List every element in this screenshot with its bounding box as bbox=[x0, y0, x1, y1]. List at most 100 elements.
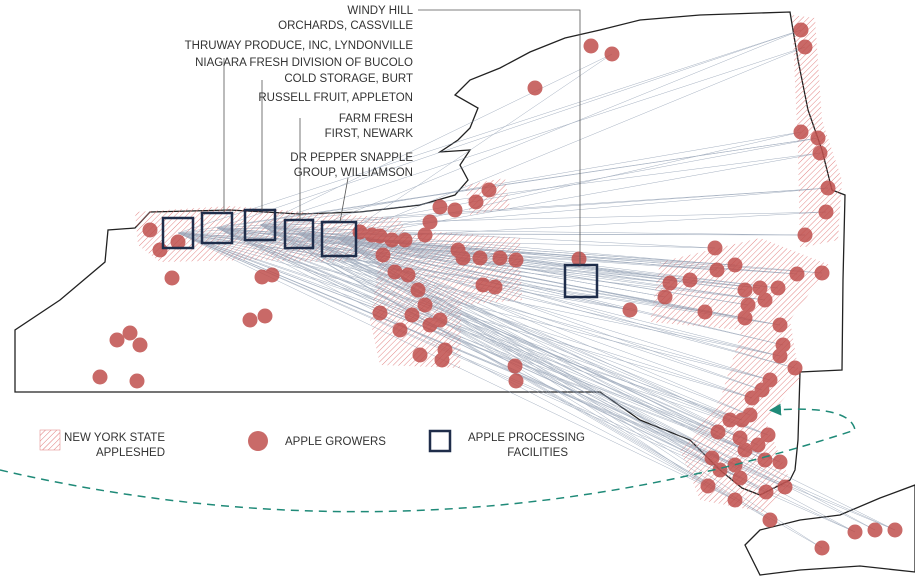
supply-line bbox=[259, 224, 796, 369]
supply-line bbox=[338, 46, 806, 240]
grower bbox=[737, 442, 753, 458]
grower bbox=[527, 80, 543, 96]
supply-line bbox=[177, 137, 819, 234]
facility-label: WINDY HILL bbox=[347, 5, 413, 17]
grower bbox=[422, 214, 438, 230]
grower bbox=[710, 424, 726, 440]
grower bbox=[508, 373, 524, 389]
grower bbox=[740, 297, 756, 313]
grower bbox=[760, 427, 776, 443]
supply-line bbox=[216, 227, 781, 326]
grower bbox=[757, 292, 773, 308]
facility-box bbox=[283, 218, 315, 250]
grower bbox=[770, 280, 786, 296]
travel-arc bbox=[0, 403, 856, 513]
grower bbox=[432, 312, 448, 328]
supply-line bbox=[298, 233, 743, 421]
grower bbox=[412, 347, 428, 363]
grower bbox=[387, 264, 403, 280]
supply-line bbox=[298, 187, 829, 235]
grower bbox=[432, 199, 448, 215]
supply-line bbox=[259, 224, 709, 487]
processing-facilities bbox=[161, 208, 599, 299]
supply-line bbox=[177, 29, 802, 234]
grower bbox=[777, 479, 793, 495]
grower bbox=[732, 470, 748, 486]
grower bbox=[455, 250, 471, 266]
supply-line bbox=[259, 53, 613, 226]
grower bbox=[583, 38, 599, 54]
supply-line bbox=[298, 233, 896, 531]
supply-line bbox=[338, 238, 749, 306]
grower bbox=[737, 282, 753, 298]
grower bbox=[793, 22, 809, 38]
supply-line bbox=[216, 29, 802, 229]
grower bbox=[772, 348, 788, 364]
grower bbox=[810, 130, 826, 146]
grower bbox=[487, 279, 503, 295]
grower bbox=[814, 540, 830, 556]
supply-line bbox=[177, 232, 798, 275]
supply-line bbox=[259, 224, 716, 249]
facility-labels: WINDY HILL ORCHARDS, CASSVILLE THRUWAY PRO… bbox=[185, 5, 414, 179]
facility-box bbox=[320, 220, 358, 258]
supply-line bbox=[177, 232, 753, 399]
grower bbox=[789, 266, 805, 282]
grower bbox=[417, 227, 433, 243]
leader-lines bbox=[223, 9, 581, 265]
grower bbox=[797, 227, 813, 243]
grower bbox=[481, 182, 497, 198]
grower bbox=[734, 412, 750, 428]
legend-label: APPLE PROCESSING bbox=[468, 432, 585, 444]
supply-line bbox=[298, 29, 802, 235]
supply-line bbox=[216, 227, 856, 533]
grower bbox=[762, 512, 778, 528]
grower bbox=[787, 360, 803, 376]
grower bbox=[257, 308, 273, 324]
grower bbox=[372, 305, 388, 321]
grower bbox=[737, 310, 753, 326]
grower bbox=[682, 272, 698, 288]
grower bbox=[752, 280, 768, 296]
grower bbox=[375, 247, 391, 263]
supply-line bbox=[338, 53, 613, 240]
supply-line bbox=[338, 238, 709, 487]
grower bbox=[468, 194, 484, 210]
grower bbox=[604, 46, 620, 62]
supply-line bbox=[298, 233, 786, 488]
supply-line bbox=[338, 238, 706, 313]
legend-label: APPLESHED bbox=[96, 447, 165, 459]
supply-line bbox=[216, 187, 829, 229]
supply-line bbox=[177, 232, 743, 421]
grower bbox=[400, 267, 416, 283]
facility-label: THRUWAY PRODUCE, INC, LYNDONVILLE bbox=[185, 40, 414, 52]
supply-line bbox=[338, 238, 796, 369]
legend-facility-swatch bbox=[428, 429, 452, 453]
supply-line bbox=[216, 227, 806, 236]
grower bbox=[793, 124, 809, 140]
legend-labels: NEW YORK STATE APPLESHED APPLE GROWERS APPL… bbox=[64, 432, 585, 459]
grower bbox=[475, 277, 491, 293]
grower bbox=[772, 454, 788, 470]
supply-line bbox=[216, 227, 769, 436]
supply-line bbox=[338, 238, 779, 289]
supply-line bbox=[338, 238, 666, 298]
supply-line bbox=[338, 238, 763, 391]
grower bbox=[758, 484, 774, 500]
supply-line bbox=[259, 224, 766, 461]
facility-box bbox=[161, 216, 195, 250]
supply-line bbox=[177, 232, 769, 436]
apple-growers bbox=[92, 22, 903, 556]
supply-line bbox=[338, 152, 821, 240]
grower bbox=[571, 251, 587, 267]
grower bbox=[662, 275, 678, 291]
grower bbox=[697, 304, 713, 320]
grower bbox=[814, 265, 830, 281]
facility-label: RUSSELL FRUIT, APPLETON bbox=[258, 92, 413, 104]
grower bbox=[750, 437, 766, 453]
grower bbox=[264, 267, 280, 283]
facility-box bbox=[563, 263, 599, 299]
grower bbox=[744, 390, 760, 406]
grower bbox=[867, 522, 883, 538]
grower bbox=[129, 373, 145, 389]
